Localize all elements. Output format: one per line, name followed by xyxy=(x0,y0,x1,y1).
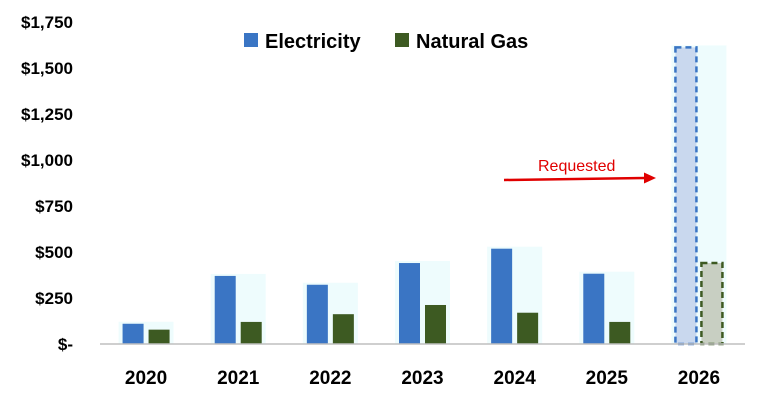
y-tick-label: $750 xyxy=(35,197,73,216)
bar-natural-gas-2021 xyxy=(240,321,262,344)
requested-annotation: Requested xyxy=(503,158,656,184)
bar-electricity-2024 xyxy=(491,248,513,344)
bars xyxy=(118,45,727,346)
x-tick-label-2021: 2021 xyxy=(217,368,260,389)
x-tick-label-2024: 2024 xyxy=(494,368,537,389)
x-axis-ticks: 2020 2021 2022 2023 2024 2025 2026 xyxy=(125,368,720,389)
x-tick-label-2026: 2026 xyxy=(678,368,720,389)
x-tick-label-2025: 2025 xyxy=(586,368,629,389)
bar-natural-gas-2020 xyxy=(148,329,170,344)
requested-arrowhead xyxy=(644,172,656,184)
legend-label-electricity: Electricity xyxy=(265,31,361,53)
bar-natural-gas-2026 xyxy=(700,261,724,346)
legend-swatch-natural-gas xyxy=(395,33,409,47)
y-tick-label: $1,750 xyxy=(21,13,73,32)
legend-label-natural-gas: Natural Gas xyxy=(416,31,528,53)
legend: Electricity Natural Gas xyxy=(244,31,528,53)
x-tick-label-2022: 2022 xyxy=(309,368,351,389)
x-tick-label-2020: 2020 xyxy=(125,368,167,389)
requested-label: Requested xyxy=(538,158,615,175)
y-tick-label: $1,500 xyxy=(21,59,73,78)
bar-electricity-2021 xyxy=(214,275,236,344)
bar-electricity-2022 xyxy=(306,284,328,344)
y-tick-label: $- xyxy=(58,335,73,354)
legend-swatch-electricity xyxy=(244,33,258,47)
bar-electricity-2020 xyxy=(122,323,144,344)
bar-electricity-2023 xyxy=(399,263,420,344)
bar-electricity-2025 xyxy=(583,273,605,344)
bar-natural-gas-2023 xyxy=(425,304,446,344)
bar-natural-gas-2024 xyxy=(517,312,539,344)
bar-natural-gas-2025 xyxy=(609,321,631,344)
y-tick-label: $500 xyxy=(35,243,73,262)
y-axis-ticks: $- $250 $500 $750 $1,000 $1,250 $1,500 $1,750 xyxy=(21,13,73,354)
y-tick-label: $250 xyxy=(35,289,73,308)
y-tick-label: $1,000 xyxy=(21,151,73,170)
bar-electricity-2026 xyxy=(674,46,698,346)
x-tick-label-2023: 2023 xyxy=(401,368,443,389)
y-tick-label: $1,250 xyxy=(21,105,73,124)
requested-arrow xyxy=(503,176,647,182)
bar-natural-gas-2022 xyxy=(332,314,354,344)
